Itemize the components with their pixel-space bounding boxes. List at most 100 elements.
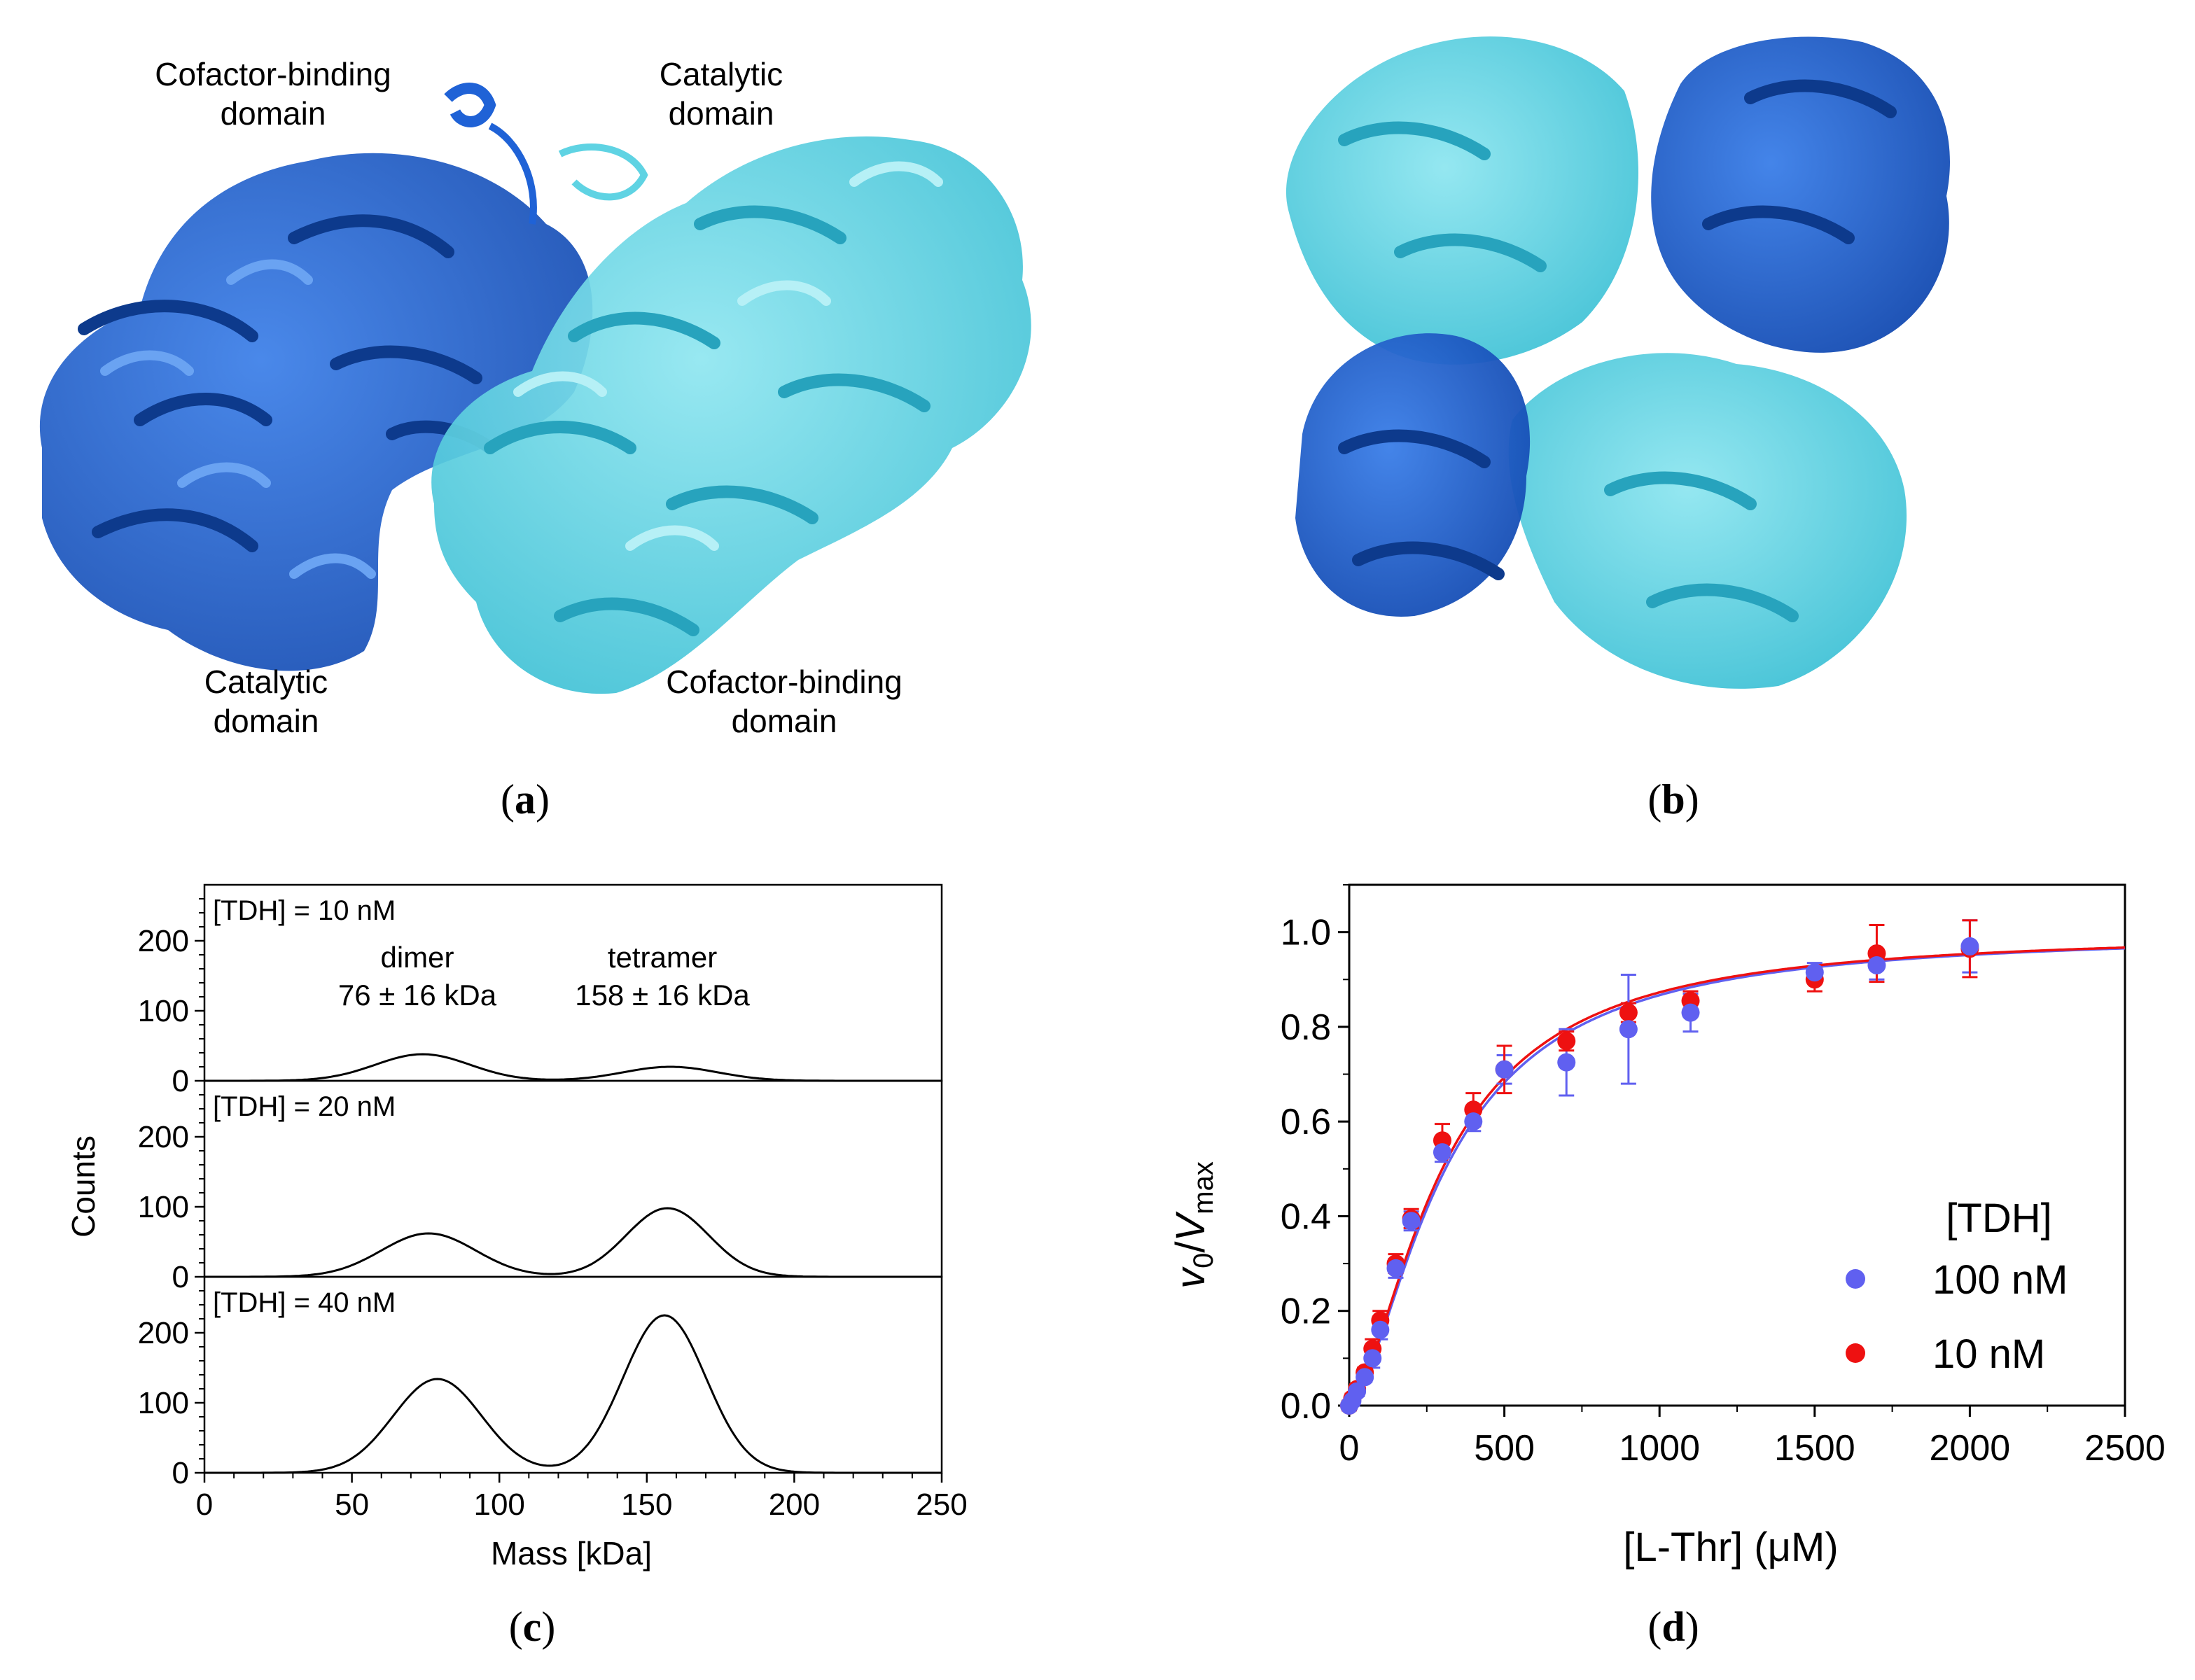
caption-paren: (	[1647, 1604, 1662, 1650]
y-tick-label: 0.2	[1281, 1292, 1331, 1332]
distribution-curve	[204, 1053, 942, 1082]
data-point	[1402, 1212, 1421, 1231]
caption-letter: c	[522, 1604, 542, 1650]
caption-paren: (	[508, 1604, 523, 1650]
data-point	[1495, 1060, 1514, 1079]
x-tick-label: 2500	[2084, 1428, 2166, 1469]
data-point	[1433, 1143, 1451, 1162]
legend-marker-10nm	[1846, 1343, 1865, 1363]
x-tick-label: 0	[1339, 1428, 1360, 1469]
x-tick-label: 500	[1474, 1428, 1535, 1469]
x-tick-label: 2000	[1930, 1428, 2011, 1469]
y-tick-label: 0.0	[1281, 1386, 1331, 1427]
data-point	[1348, 1382, 1367, 1401]
caption-b: (b)	[1603, 776, 1743, 824]
label-line: domain	[220, 95, 326, 132]
y-tick-label: 0	[172, 1064, 189, 1098]
data-point	[1371, 1320, 1390, 1339]
data-point	[1557, 1032, 1576, 1051]
chart-c-xlabel: Mass [kDa]	[491, 1535, 652, 1572]
legend-label-10nm: 10 nM	[1932, 1331, 2045, 1377]
distribution-curve	[204, 1207, 942, 1278]
y-tick-label: 0.8	[1281, 1007, 1331, 1048]
chain-light-blob	[431, 136, 1031, 694]
panel-a-structure	[39, 83, 1031, 694]
panel-d: 0.0 0.2 0.4 0.6 0.8 1.0 0 500 1000 1500 2000 2500 v…	[1120, 868, 2195, 1596]
caption-c: (c)	[462, 1603, 602, 1651]
distribution-curve	[204, 1314, 942, 1474]
caption-paren: )	[541, 1604, 556, 1650]
panel-b	[1260, 0, 2100, 714]
x-tick-label: 0	[196, 1488, 213, 1522]
label-catalytic-domain-left: Catalytic domain	[161, 662, 371, 741]
chart-c: 0 100 200 [TDH] = 10 nM 0 100 200 [TDH] = 20 nM…	[65, 883, 968, 1572]
data-point	[1681, 1003, 1700, 1022]
chart-d-xlabel: [L-Thr] (μM)	[1623, 1525, 1838, 1570]
y-tick-label: 200	[138, 924, 189, 958]
legend-label-100nm: 100 nM	[1932, 1257, 2068, 1303]
caption-paren: (	[1647, 776, 1662, 822]
label-line: Catalytic	[204, 664, 328, 700]
y-tick-label: 0.4	[1281, 1196, 1331, 1237]
label-line: Catalytic	[659, 56, 783, 92]
subplot-title: [TDH] = 10 nM	[213, 895, 396, 926]
panel-c: 0 100 200 [TDH] = 10 nM 0 100 200 [TDH] = 20 nM…	[0, 868, 1050, 1596]
y-tick-label: 1.0	[1281, 913, 1331, 953]
label-line: domain	[668, 95, 774, 132]
y-tick-label: 0.6	[1281, 1102, 1331, 1142]
panel-b-structure	[1285, 36, 1950, 689]
annotation-dimer-label: dimer	[380, 941, 454, 974]
label-line: domain	[213, 703, 319, 739]
y-tick-label: 0	[172, 1456, 189, 1490]
data-point	[1363, 1349, 1382, 1368]
subplot-title: [TDH] = 40 nM	[213, 1287, 396, 1318]
caption-paren: )	[536, 776, 550, 822]
x-tick-label: 100	[473, 1488, 524, 1522]
y-tick-label: 100	[138, 1190, 189, 1224]
annotation-dimer-mass: 76 ± 16 kDa	[338, 979, 497, 1011]
data-point	[1619, 1003, 1638, 1022]
caption-paren: )	[1685, 776, 1699, 822]
data-point	[1386, 1259, 1405, 1278]
tetramer-light-chains	[1285, 36, 1907, 689]
subplot-title: [TDH] = 20 nM	[213, 1091, 396, 1122]
x-tick-label: 150	[621, 1488, 672, 1522]
caption-a: (a)	[455, 776, 595, 824]
caption-letter: d	[1661, 1604, 1685, 1650]
tetramer-dark-chains	[1295, 36, 1950, 617]
panel-a: Cofactor-binding domain Catalytic domain…	[0, 0, 1092, 826]
chart-c-plot-area: 0 100 200 [TDH] = 10 nM 0 100 200 [TDH] = 20 nM…	[138, 883, 968, 1522]
x-tick-label: 250	[916, 1488, 967, 1522]
caption-paren: )	[1685, 1604, 1699, 1650]
data-point	[1805, 963, 1824, 982]
caption-paren: (	[501, 776, 515, 822]
x-tick-label: 1500	[1774, 1428, 1855, 1469]
annotation-tetramer-label: tetramer	[608, 941, 717, 974]
caption-letter: b	[1661, 776, 1685, 822]
chain-dark-blob	[39, 83, 593, 671]
x-tick-label: 1000	[1619, 1428, 1700, 1469]
label-line: domain	[731, 703, 837, 739]
data-point	[1960, 937, 1979, 955]
data-point	[1867, 955, 1886, 974]
data-point	[1619, 1020, 1638, 1039]
chart-d-plot-area: 0.0 0.2 0.4 0.6 0.8 1.0 0 500 1000 1500 2000 2500	[1281, 883, 2166, 1469]
label-line: Cofactor-binding	[666, 664, 903, 700]
label-line: Cofactor-binding	[155, 56, 391, 92]
y-tick-label: 200	[138, 1120, 189, 1154]
label-catalytic-domain-right: Catalytic domain	[616, 55, 826, 133]
data-point	[1356, 1368, 1374, 1387]
plot-frame	[1348, 883, 2126, 1407]
annotation-tetramer-mass: 158 ± 16 kDa	[575, 979, 750, 1011]
chart-c-ylabel: Counts	[65, 1135, 102, 1238]
x-tick-label: 200	[769, 1488, 820, 1522]
y-tick-label: 200	[138, 1316, 189, 1350]
caption-letter: a	[515, 776, 536, 822]
legend-title: [TDH]	[1946, 1196, 2051, 1241]
caption-d: (d)	[1603, 1603, 1743, 1651]
data-point	[1464, 1112, 1483, 1131]
label-cofactor-binding-domain-right: Cofactor-binding domain	[630, 662, 938, 741]
chart-d: 0.0 0.2 0.4 0.6 0.8 1.0 0 500 1000 1500 2000 2500 v…	[1168, 883, 2166, 1570]
chart-d-legend: [TDH] 100 nM 10 nM	[1846, 1196, 2068, 1377]
data-point	[1557, 1053, 1576, 1072]
